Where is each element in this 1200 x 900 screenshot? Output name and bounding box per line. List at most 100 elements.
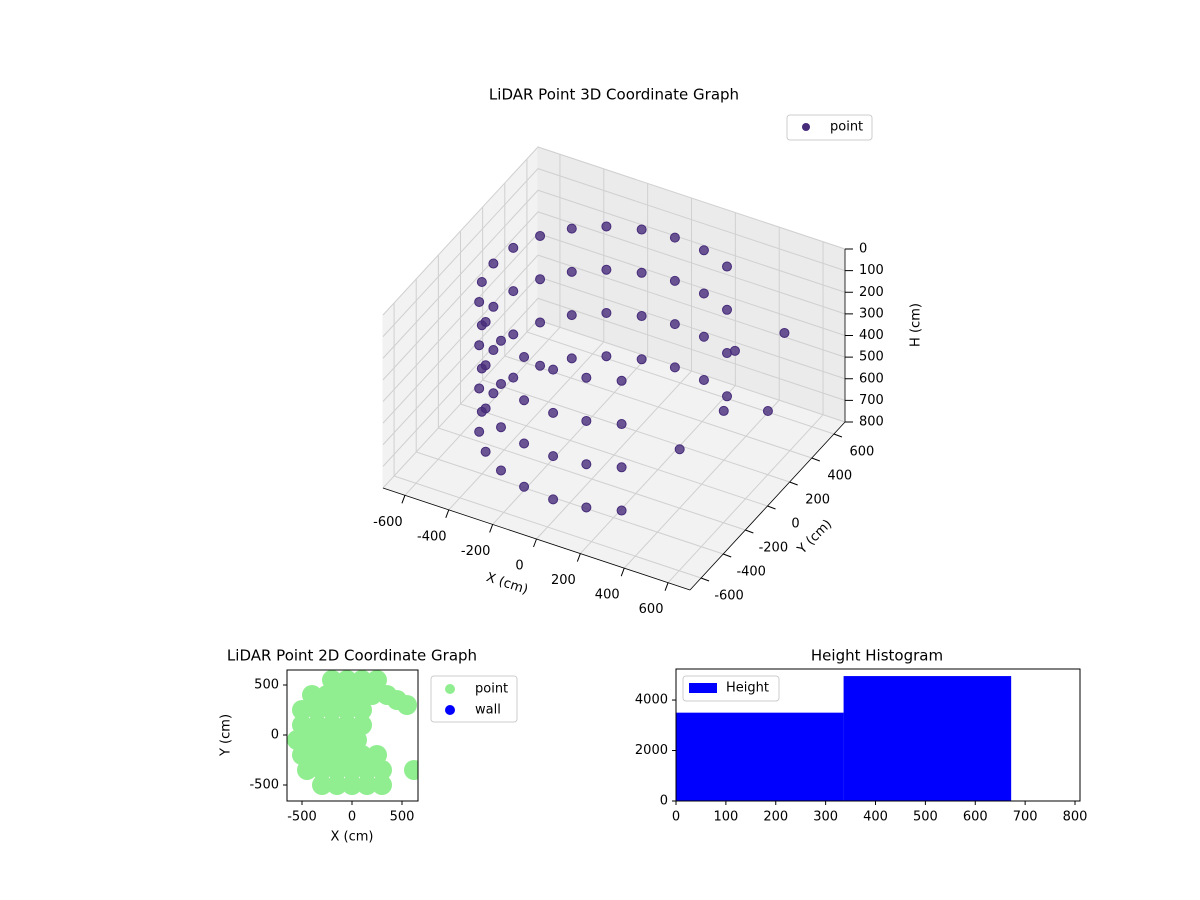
chart-title: LiDAR Point 2D Coordinate Graph [227,647,477,665]
y-tick-label: 0 [660,794,668,809]
legend-label: point [830,120,863,135]
legend-box [786,114,873,141]
point [488,345,499,356]
point [566,353,577,364]
point [535,230,546,241]
point [480,403,491,414]
point [698,245,709,256]
point [616,419,627,430]
point [488,258,499,269]
point [581,372,592,383]
point [495,465,506,476]
point [327,760,347,780]
x-tick-label: 500 [390,810,415,825]
z-tick-label: 800 [859,415,884,430]
z-tick-label: 0 [859,242,867,257]
point [476,276,487,287]
point [636,311,647,322]
y-tick-label: -500 [249,778,279,793]
x-tick-label: -600 [373,515,403,530]
point [342,775,362,795]
point [480,360,491,371]
plot-area [287,670,418,795]
z-tick-label: 400 [859,328,884,343]
point [548,364,559,375]
point [357,760,377,780]
point [342,760,362,780]
point [312,760,332,780]
point [669,362,680,373]
point [722,261,733,272]
y-axis [689,421,846,591]
legend-marker [445,705,455,715]
point [636,267,647,278]
z-tick-label: 600 [859,371,884,386]
y-tick [811,457,820,462]
bar [843,676,1012,801]
x-tick [664,582,669,591]
point [488,388,499,399]
point [616,375,627,386]
point [698,288,709,299]
chart-title: LiDAR Point 3D Coordinate Graph [489,86,739,104]
y-tick [789,481,798,486]
point [474,296,485,307]
point [397,695,417,715]
chart-title: Height Histogram [811,647,943,665]
point [480,446,491,457]
y-tick-label: 0 [791,517,799,532]
point [601,351,612,362]
point [581,502,592,513]
point [669,319,680,330]
point [474,426,485,437]
point [495,378,506,389]
point [488,301,499,312]
point [474,340,485,351]
point [495,422,506,433]
x-tick-label: 0 [515,559,523,574]
point [372,760,392,780]
point [674,444,685,455]
point [669,232,680,243]
point [698,375,709,386]
z-tick-label: 500 [859,350,884,365]
x-tick [445,509,450,519]
legend-box [682,675,780,702]
z-tick-label: 300 [859,306,884,321]
legend-marker [445,684,455,694]
point [480,316,491,327]
y-tick-label: -400 [736,565,766,580]
z-tick-label: 100 [859,263,884,278]
x-axis-label: X (cm) [331,830,374,845]
y-tick-label: 500 [254,678,279,693]
z-tick-label: 700 [859,393,884,408]
point [601,264,612,275]
point [519,481,530,492]
x-tick-label: 600 [963,810,988,825]
point [601,221,612,232]
point [362,685,382,705]
x-tick-label: 0 [348,810,356,825]
x-tick-label: 800 [1063,810,1088,825]
point [779,327,790,338]
legend-label: wall [475,703,501,718]
y-tick-label: -200 [759,541,789,556]
point [718,405,729,416]
point [636,354,647,365]
y-tick-label: 2000 [635,743,668,758]
point [698,331,709,342]
x-tick-label: -500 [287,810,317,825]
x-tick-label: -400 [417,529,447,544]
point [508,372,519,383]
x-tick-label: 200 [763,810,788,825]
point [581,415,592,426]
point [474,383,485,394]
y-tick [767,505,776,510]
y-tick-label: 400 [827,469,852,484]
grid-line [382,297,846,467]
point [722,304,733,315]
point [495,335,506,346]
point [297,760,317,780]
y-tick-label: 200 [805,493,830,508]
